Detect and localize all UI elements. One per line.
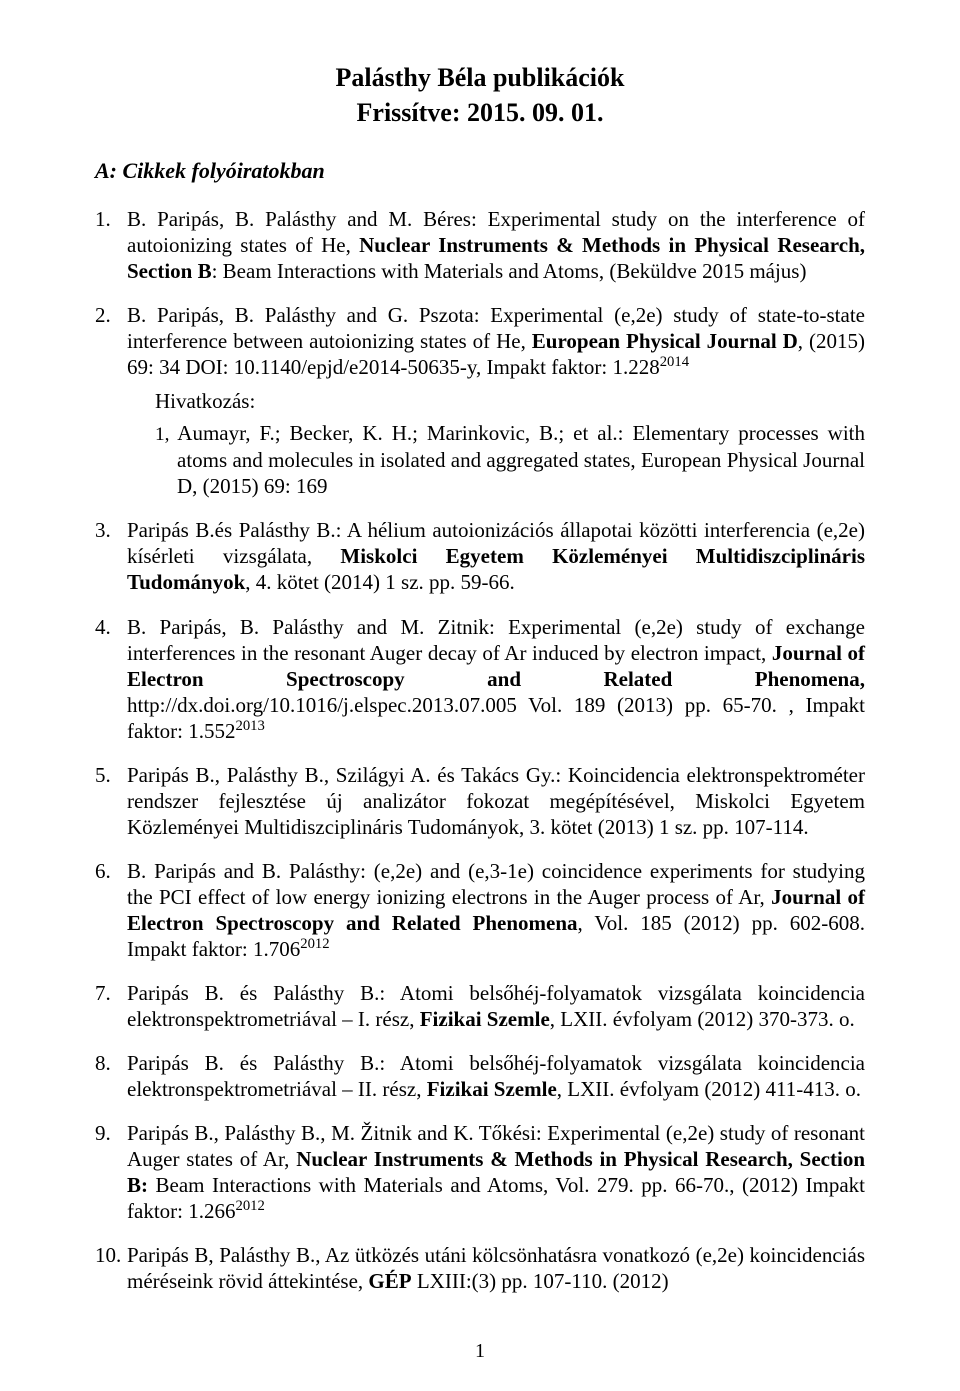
citation-label: Hivatkozás: — [127, 388, 865, 414]
reference-text: B. Paripás and B. Palásthy: (e,2e) and (… — [127, 859, 865, 961]
reference-text: Paripás B. és Palásthy B.: Atomi belsőhé… — [127, 981, 865, 1031]
reference-post: LXIII:(3) pp. 107-110. (2012) — [412, 1269, 669, 1293]
reference-post: , LXII. évfolyam (2012) 370-373. o. — [550, 1007, 855, 1031]
page: Palásthy Béla publikációk Frissítve: 201… — [0, 0, 960, 1391]
section-heading: A: Cikkek folyóiratokban — [95, 158, 865, 184]
reference-text: Paripás B., Palásthy B., Szilágyi A. és … — [127, 763, 865, 839]
reference-journal: Fizikai Szemle — [420, 1007, 550, 1031]
reference-text: B. Paripás, B. Palásthy and M. Béres: Ex… — [127, 207, 865, 283]
reference-text: Paripás B., Palásthy B., M. Žitnik and K… — [127, 1121, 865, 1223]
reference-post: , 4. kötet (2014) 1 sz. pp. 59-66. — [245, 570, 514, 594]
reference-text: B. Paripás, B. Palásthy and M. Zitnik: E… — [127, 615, 865, 743]
citation-block: Hivatkozás: 1, Aumayr, F.; Becker, K. H.;… — [127, 388, 865, 499]
reference-post: : Beam Interactions with Materials and A… — [212, 259, 807, 283]
reference-item: B. Paripás, B. Palásthy and M. Zitnik: E… — [95, 614, 865, 744]
reference-journal: European Physical Journal D — [532, 329, 798, 353]
reference-item: B. Paripás and B. Palásthy: (e,2e) and (… — [95, 858, 865, 962]
reference-journal: Fizikai Szemle — [427, 1077, 557, 1101]
reference-item: Paripás B. és Palásthy B.: Atomi belsőhé… — [95, 980, 865, 1032]
title-block: Palásthy Béla publikációk Frissítve: 201… — [95, 60, 865, 130]
reference-superscript: 2012 — [235, 1198, 264, 1214]
reference-superscript: 2013 — [235, 718, 264, 734]
reference-pre: B. Paripás, B. Palásthy and M. Zitnik: E… — [127, 615, 865, 665]
reference-item: B. Paripás, B. Palásthy and M. Béres: Ex… — [95, 206, 865, 284]
document-title: Palásthy Béla publikációk — [95, 60, 865, 95]
document-subtitle: Frissítve: 2015. 09. 01. — [95, 95, 865, 130]
reference-pre: Paripás B., Palásthy B., Szilágyi A. és … — [127, 763, 865, 839]
citation-item: 1, Aumayr, F.; Becker, K. H.; Marinkovic… — [127, 420, 865, 499]
citation-text: Aumayr, F.; Becker, K. H.; Marinkovic, B… — [169, 421, 865, 498]
reference-item: Paripás B, Palásthy B., Az ütközés utáni… — [95, 1242, 865, 1294]
reference-item: Paripás B. és Palásthy B.: Atomi belsőhé… — [95, 1050, 865, 1102]
reference-list: B. Paripás, B. Palásthy and M. Béres: Ex… — [95, 206, 865, 1294]
reference-pre: B. Paripás and B. Palásthy: (e,2e) and (… — [127, 859, 865, 909]
reference-item: Paripás B.és Palásthy B.: A hélium autoi… — [95, 517, 865, 595]
reference-superscript: 2014 — [660, 354, 689, 370]
page-number: 1 — [0, 1340, 960, 1363]
reference-text: Paripás B. és Palásthy B.: Atomi belsőhé… — [127, 1051, 865, 1101]
reference-journal: GÉP — [368, 1269, 411, 1293]
reference-item: B. Paripás, B. Palásthy and G. Pszota: E… — [95, 302, 865, 499]
reference-post: , LXII. évfolyam (2012) 411-413. o. — [557, 1077, 861, 1101]
reference-item: Paripás B., Palásthy B., M. Žitnik and K… — [95, 1120, 865, 1224]
reference-text: B. Paripás, B. Palásthy and G. Pszota: E… — [127, 303, 865, 379]
reference-text: Paripás B.és Palásthy B.: A hélium autoi… — [127, 518, 865, 594]
reference-text: Paripás B, Palásthy B., Az ütközés utáni… — [127, 1243, 865, 1293]
citation-number: 1, — [155, 424, 169, 445]
reference-item: Paripás B., Palásthy B., Szilágyi A. és … — [95, 762, 865, 840]
reference-superscript: 2012 — [300, 936, 329, 952]
